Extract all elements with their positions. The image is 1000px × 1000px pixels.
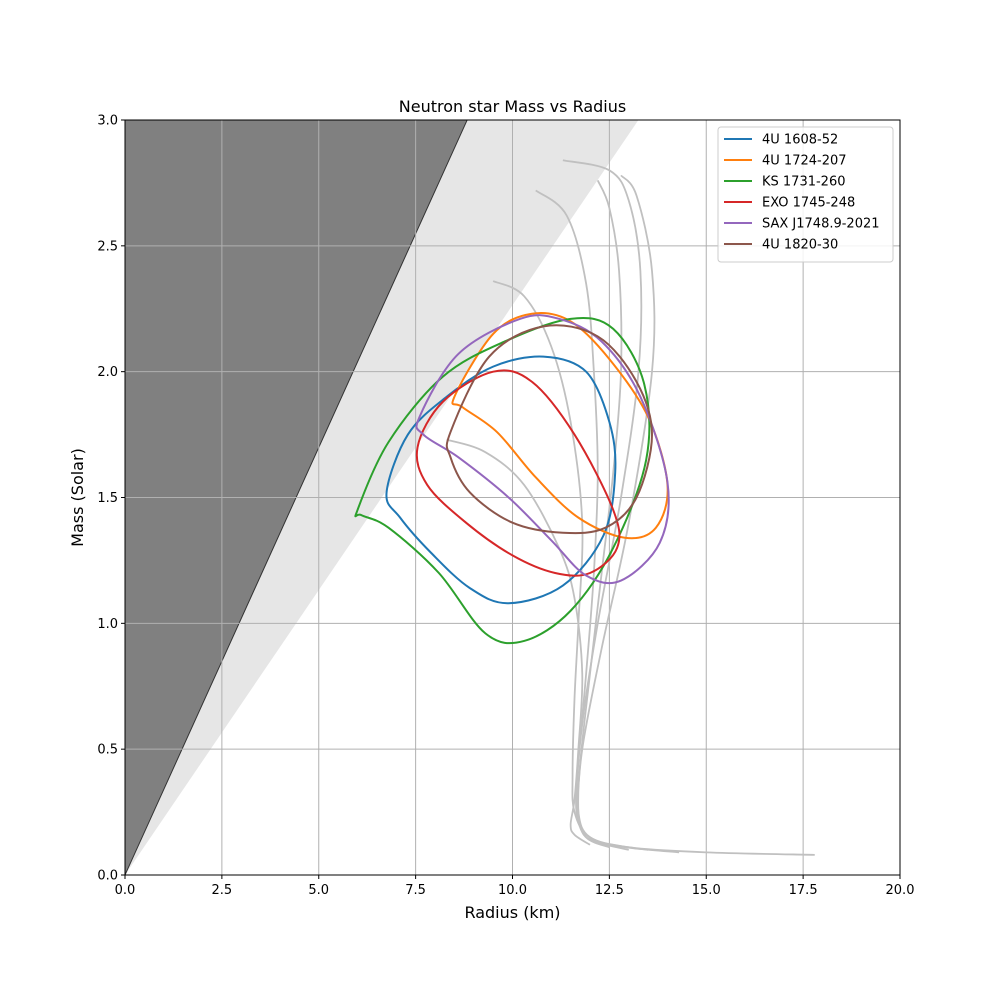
data-series [354,312,670,645]
x-tick-label: 17.5 [789,883,818,898]
x-tick-label: 2.5 [212,883,233,898]
y-tick-label: 0.0 [97,869,118,884]
x-tick-label: 15.0 [692,883,721,898]
legend-label: 4U 1820-30 [762,238,838,253]
contour-sax-j1748-9-2021 [415,314,670,585]
y-axis-label: Mass (Solar) [68,448,87,547]
x-tick-label: 12.5 [595,883,624,898]
legend-label: 4U 1608-52 [762,133,838,148]
x-tick-label: 10.0 [498,883,527,898]
y-tick-label: 3.0 [97,114,118,129]
axis-ticks: 0.0 2.5 5.0 7.5 10.0 12.5 15.0 17.5 20.0 0.0 0.5 1.… [97,114,914,899]
y-tick-label: 2.5 [97,239,118,254]
contour-4u-1608-52 [385,355,617,605]
legend-label: EXO 1745-248 [762,196,855,211]
y-tick-label: 1.5 [97,491,118,506]
eos-curve-3 [535,189,649,851]
legend-label: SAX J1748.9-2021 [762,217,880,232]
legend: 4U 1608-52 4U 1724-207 KS 1731-260 EXO 1745… [717,126,894,263]
x-tick-label: 20.0 [886,883,915,898]
x-tick-label: 5.0 [308,883,329,898]
legend-label: KS 1731-260 [762,175,846,190]
legend-label: 4U 1724-207 [762,154,847,169]
contour-ks-1731-260 [354,316,651,645]
eos-curve-4 [562,159,643,851]
chart-title: Neutron star Mass vs Radius [399,97,626,116]
y-tick-label: 1.0 [97,617,118,632]
x-tick-label: 0.0 [115,883,136,898]
contour-4u-1724-207 [451,312,669,540]
contour-4u-1820-30 [445,324,653,535]
y-tick-label: 0.5 [97,743,118,758]
eos-curves [446,159,815,856]
contour-exo-1745-248 [415,369,621,577]
x-axis-label: Radius (km) [464,903,560,922]
x-tick-label: 7.5 [405,883,426,898]
eos-curve-5 [577,174,656,849]
y-tick-label: 2.0 [97,365,118,380]
legend-box [717,126,894,263]
eos-curve-6 [446,438,591,846]
